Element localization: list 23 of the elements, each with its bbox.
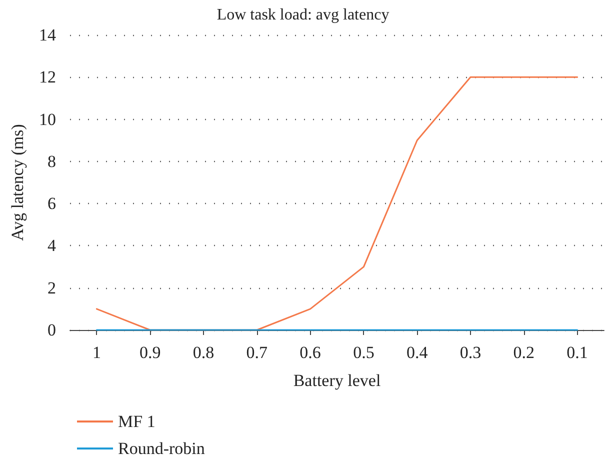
y-tick-label: 4 — [48, 236, 56, 256]
legend-label: Round-robin — [118, 439, 206, 458]
y-tick-label: 2 — [48, 278, 56, 298]
y-tick-label: 10 — [39, 110, 56, 129]
x-tick-label: 0.5 — [353, 343, 374, 362]
x-tick-label: 0.3 — [460, 343, 482, 362]
x-tick-label: 0.1 — [566, 343, 588, 362]
y-tick-label: 6 — [48, 194, 56, 214]
x-tick-label: 0.4 — [406, 343, 428, 362]
x-tick-label: 0.8 — [192, 343, 214, 362]
y-tick-label: 14 — [39, 26, 56, 44]
y-tick-label: 0 — [48, 320, 56, 340]
chart-title: Low task load: avg latency — [216, 6, 390, 24]
x-tick-label: 0.7 — [246, 343, 268, 362]
y-axis-title: Avg latency (ms) — [8, 124, 27, 241]
x-tick-label: 1 — [92, 343, 101, 362]
legend-label: MF 1 — [118, 412, 156, 431]
x-axis-title: Battery level — [293, 371, 381, 390]
y-tick-label: 8 — [48, 152, 56, 171]
x-tick-label: 0.2 — [513, 343, 535, 362]
y-tick-label: 12 — [39, 68, 56, 87]
x-tick-label: 0.9 — [139, 343, 161, 362]
x-tick-label: 0.6 — [300, 343, 321, 362]
